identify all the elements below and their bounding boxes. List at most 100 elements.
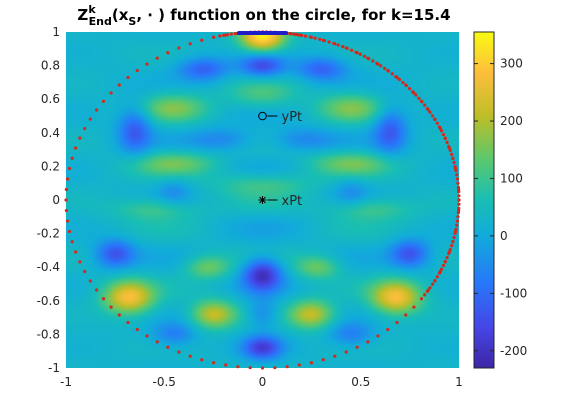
boundary-point — [437, 125, 442, 129]
x-tick-label: 1 — [455, 375, 463, 389]
boundary-point — [236, 365, 240, 369]
boundary-point — [439, 129, 444, 133]
boundary-point — [78, 260, 82, 264]
colorbar-tick-label: 200 — [500, 114, 523, 128]
colorbar-tick-label: -100 — [500, 286, 527, 300]
boundary-point — [303, 34, 308, 38]
boundary-point — [395, 320, 399, 325]
point-label: yPt — [282, 110, 303, 125]
boundary-point — [379, 64, 383, 68]
boundary-point — [423, 103, 427, 107]
boundary-point — [450, 244, 454, 248]
boundary-point — [450, 152, 454, 156]
boundary-point — [456, 210, 461, 215]
boundary-point — [177, 46, 181, 50]
boundary-point — [101, 297, 106, 301]
boundary-point — [74, 146, 78, 150]
boundary-point — [423, 293, 427, 297]
plot-area: yPt xPt — [64, 30, 461, 370]
boundary-point — [78, 136, 82, 140]
x-axis-ticks: -1 -0.5 0 0.5 1 — [60, 375, 463, 389]
boundary-point — [425, 289, 430, 293]
boundary-point — [443, 136, 447, 141]
boundary-point — [443, 259, 447, 264]
colorbar-tick-label: -200 — [500, 344, 527, 358]
boundary-point — [345, 46, 349, 51]
boundary-point — [386, 327, 390, 332]
boundary-point — [390, 72, 394, 76]
boundary-point — [332, 41, 336, 46]
boundary-point — [166, 345, 170, 349]
boundary-point — [155, 340, 159, 344]
boundary-point — [225, 33, 230, 37]
boundary-point — [394, 74, 398, 79]
boundary-point — [455, 219, 460, 223]
boundary-point — [371, 59, 375, 63]
boundary-point — [435, 121, 439, 125]
boundary-point — [397, 77, 402, 82]
boundary-point — [70, 240, 74, 244]
boundary-point — [414, 93, 418, 97]
boundary-point — [321, 358, 325, 362]
boundary-point — [64, 198, 68, 202]
boundary-point — [376, 334, 380, 338]
boundary-point — [288, 32, 292, 36]
boundary-point — [318, 37, 322, 41]
boundary-point — [88, 117, 92, 121]
boundary-point — [451, 239, 455, 244]
boundary-point — [224, 363, 228, 367]
boundary-point — [83, 126, 87, 131]
boundary-point — [336, 43, 340, 47]
boundary-point — [297, 363, 301, 367]
boundary-point — [94, 108, 99, 112]
boundary-point — [383, 66, 387, 71]
boundary-point — [454, 227, 458, 231]
boundary-point — [327, 40, 331, 44]
boundary-point — [412, 305, 416, 309]
boundary-point — [455, 173, 459, 177]
boundary-point — [454, 169, 458, 173]
boundary-point — [200, 358, 204, 362]
boundary-point — [273, 366, 277, 370]
boundary-point — [404, 83, 408, 88]
boundary-point — [83, 269, 87, 274]
boundary-point — [457, 206, 461, 210]
x-tick-label: -1 — [60, 375, 72, 389]
point-label: xPt — [282, 194, 303, 209]
boundary-point — [155, 56, 159, 60]
x-tick-label: 0.5 — [351, 375, 370, 389]
boundary-point — [88, 279, 92, 283]
chart-title: Zk End(xS, ⋅ ) function on the circle, fo… — [77, 3, 450, 28]
boundary-point — [407, 86, 412, 91]
point-markers: yPt xPt — [258, 110, 303, 209]
boundary-point — [218, 34, 222, 38]
boundary-point — [296, 33, 300, 37]
boundary-point — [135, 327, 139, 332]
boundary-point — [366, 340, 370, 344]
boundary-point — [166, 51, 170, 55]
boundary-point — [285, 365, 289, 369]
boundary-point — [126, 75, 130, 80]
boundary-point — [433, 117, 437, 122]
boundary-point — [292, 32, 296, 36]
boundary-point — [456, 215, 460, 219]
boundary-point — [94, 288, 99, 292]
boundary-point — [448, 248, 452, 252]
boundary-point — [117, 313, 121, 317]
boundary-point — [430, 282, 435, 286]
boundary-point — [67, 229, 72, 234]
boundary-point — [404, 313, 408, 317]
boundary-point — [64, 187, 68, 192]
y-tick-label: 0.4 — [41, 126, 60, 140]
boundary-point — [445, 256, 449, 260]
boundary-point — [354, 50, 358, 54]
boundary-point — [457, 202, 461, 206]
y-tick-label: 0.8 — [41, 59, 60, 73]
boundary-point — [109, 91, 113, 95]
boundary-point — [322, 38, 327, 43]
boundary-point — [419, 297, 424, 301]
boundary-point — [333, 354, 337, 358]
boundary-point — [452, 160, 456, 165]
x-tick-label: -0.5 — [153, 375, 176, 389]
y-tick-label: -0.6 — [37, 294, 60, 308]
